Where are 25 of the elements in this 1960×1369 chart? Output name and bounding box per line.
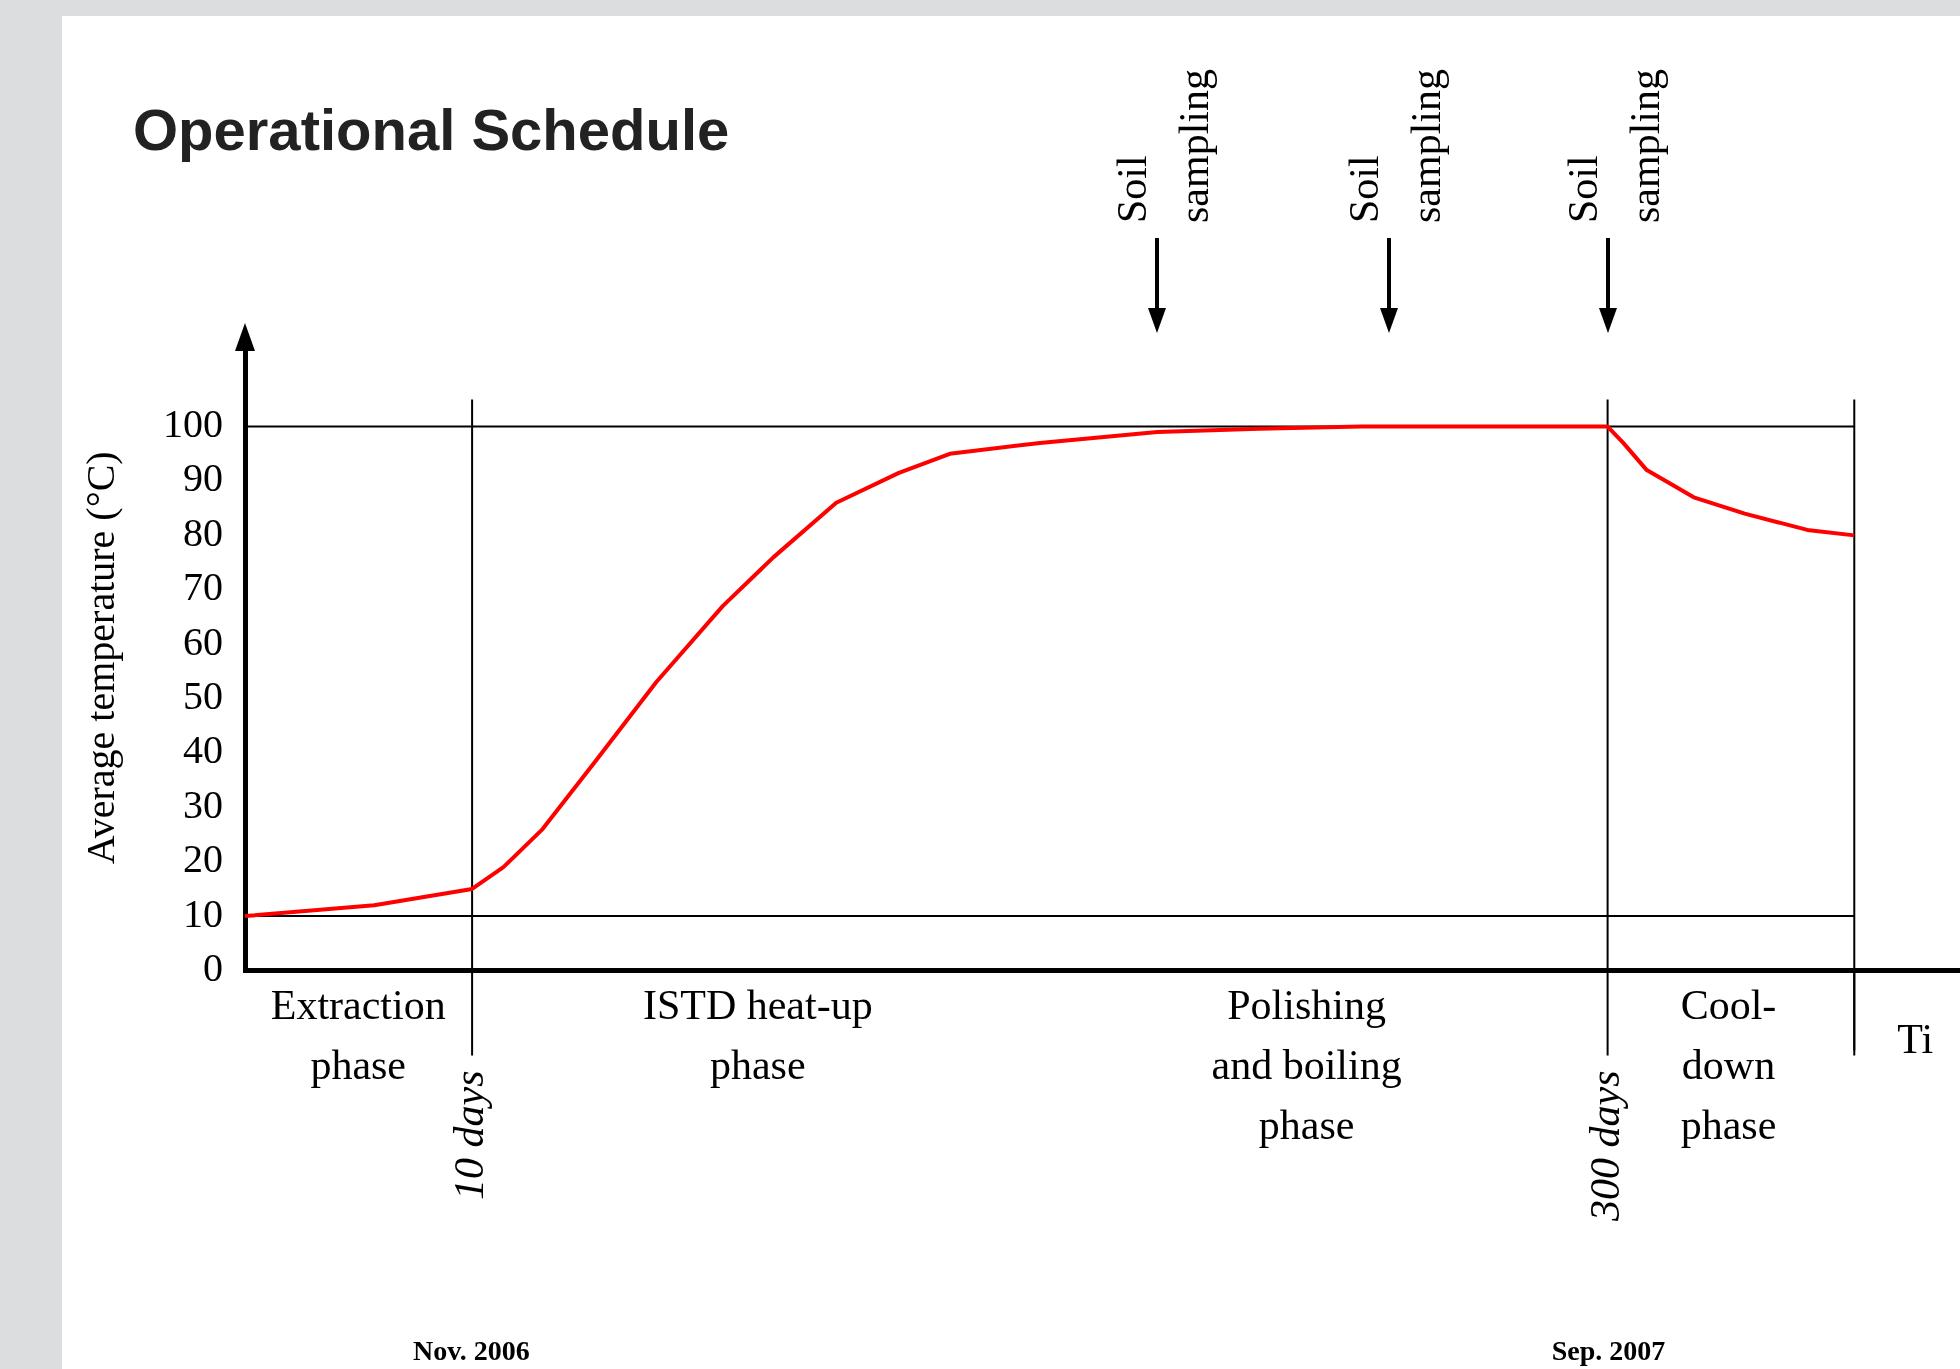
text: Polishing and boiling phase bbox=[1211, 981, 1402, 1148]
y-tick-label: 70 bbox=[183, 564, 223, 610]
y-tick-label: 0 bbox=[203, 945, 223, 991]
y-axis-title: Average temperature (°C) bbox=[77, 451, 123, 865]
text: Extraction phase bbox=[270, 981, 446, 1088]
text: Soil sampling bbox=[1340, 69, 1449, 223]
y-tick-label: 100 bbox=[163, 401, 223, 447]
y-tick-label: 30 bbox=[183, 781, 223, 827]
chart-title: Operational Schedule bbox=[133, 96, 730, 163]
text: Sep. 2007 bbox=[1551, 1335, 1666, 1367]
text: Soil sampling bbox=[1109, 69, 1218, 223]
y-tick-label: 10 bbox=[183, 890, 223, 936]
y-tick-label: 50 bbox=[183, 673, 223, 719]
x-axis-title: Ti bbox=[1897, 1015, 1934, 1062]
text: Nov. 2006 bbox=[413, 1335, 530, 1367]
y-tick-label: 40 bbox=[183, 727, 223, 773]
y-tick-label: 20 bbox=[183, 836, 223, 882]
x-tick-label: 10 days bbox=[446, 1070, 493, 1201]
y-tick-label: 90 bbox=[183, 455, 223, 501]
y-tick-label: 60 bbox=[183, 618, 223, 664]
text: Cool- down phase bbox=[1680, 981, 1777, 1148]
y-tick-label: 80 bbox=[183, 509, 223, 555]
text: ISTD heat-up phase bbox=[642, 981, 873, 1088]
x-tick-label: 300 days bbox=[1581, 1070, 1628, 1223]
text: Soil sampling bbox=[1560, 69, 1669, 223]
